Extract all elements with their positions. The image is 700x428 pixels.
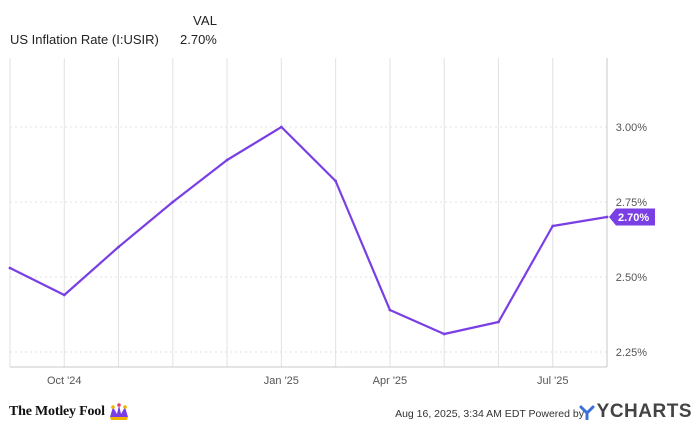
x-tick-label: Apr '25 (373, 375, 408, 387)
data-point (279, 125, 283, 129)
y-tick-label: 2.25% (616, 347, 647, 359)
x-tick-label: Jan '25 (264, 375, 299, 387)
data-point (605, 215, 609, 219)
ycharts-logo[interactable]: YCHARTS (579, 401, 692, 423)
data-point (171, 200, 175, 204)
series-line (8, 125, 609, 336)
y-tick-label: 2.50% (616, 272, 647, 284)
ycharts-wordmark: YCHARTS (596, 401, 692, 422)
data-point (8, 266, 12, 270)
line-chart: 2.25% 2.50% 2.75% 3.00% Oct '24 Jan '25 Apr '2… (8, 58, 655, 387)
data-point (497, 320, 500, 324)
chart-grid (9, 58, 608, 367)
y-tick-label: 2.75% (616, 197, 647, 209)
data-point (62, 293, 66, 297)
last-value-tag (609, 208, 655, 226)
last-value-label: 2.70% (618, 212, 649, 224)
data-point (117, 245, 120, 249)
y-tick-label: 3.00% (616, 122, 647, 134)
x-tick-label: Jul '25 (537, 375, 568, 387)
brand-name: The Motley Fool (9, 404, 105, 419)
jester-hat-icon (109, 403, 128, 420)
ycharts-chevron-icon (579, 405, 595, 420)
data-point (334, 179, 338, 183)
data-point (225, 158, 229, 162)
series-name-label[interactable]: US Inflation Rate (I:USIR) (10, 32, 159, 47)
chart-footer: The Motley Fool Aug 16, 2025, 3:34 AM ED… (0, 396, 700, 428)
value-column-heading: VAL (193, 13, 218, 28)
chart-series (8, 125, 609, 336)
chart-labels: 2.70% (609, 208, 655, 226)
timestamp-credit: Aug 16, 2025, 3:34 AM EDT Powered by (395, 408, 584, 420)
data-point (442, 332, 446, 336)
data-point (551, 224, 555, 228)
x-tick-label: Oct '24 (47, 375, 82, 387)
motley-fool-logo[interactable]: The Motley Fool (9, 403, 130, 421)
chart-header: VAL US Inflation Rate (I:USIR) 2.70% (0, 0, 700, 56)
chart-axes: 2.25% 2.50% 2.75% 3.00% Oct '24 Jan '25 Apr '2… (10, 58, 647, 387)
data-point (388, 308, 392, 312)
series-current-value: 2.70% (180, 32, 217, 47)
